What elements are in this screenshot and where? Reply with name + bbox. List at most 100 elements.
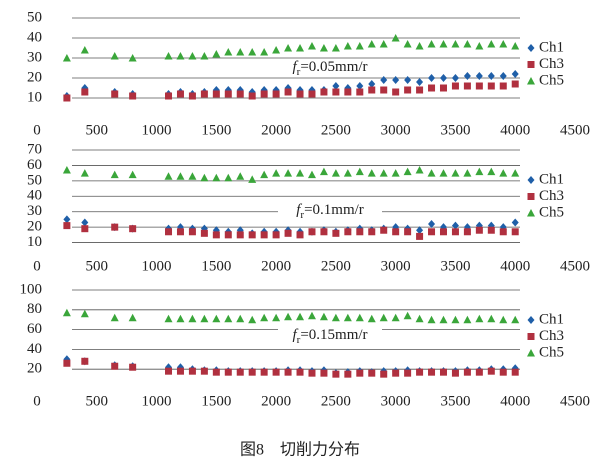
y-tick-label: 80 bbox=[27, 301, 42, 317]
point bbox=[212, 314, 221, 323]
point bbox=[284, 169, 293, 177]
point bbox=[475, 368, 483, 376]
point bbox=[128, 54, 137, 62]
point bbox=[404, 86, 412, 94]
y-tick-label: 20 bbox=[27, 361, 42, 377]
point bbox=[439, 74, 447, 82]
x-tick-label: 4500 bbox=[560, 258, 590, 274]
point bbox=[212, 368, 220, 376]
legend-marker bbox=[527, 61, 535, 68]
point bbox=[331, 44, 340, 52]
point bbox=[355, 167, 364, 176]
legend-label: Ch5 bbox=[539, 72, 564, 88]
point bbox=[368, 80, 376, 88]
point bbox=[63, 222, 71, 230]
point bbox=[284, 229, 292, 237]
point bbox=[319, 167, 328, 176]
point bbox=[284, 368, 292, 376]
legend-marker bbox=[527, 349, 535, 357]
x-tick-label: 2000 bbox=[261, 393, 291, 409]
point bbox=[428, 84, 436, 92]
x-tick-label: 500 bbox=[86, 393, 109, 409]
point bbox=[284, 312, 293, 321]
y-tick-label: 20 bbox=[27, 69, 42, 85]
x-tick-label: 1000 bbox=[142, 258, 172, 274]
point bbox=[164, 314, 173, 323]
x-tick-label: 0 bbox=[33, 393, 41, 409]
point bbox=[428, 74, 436, 82]
point bbox=[308, 90, 316, 98]
point bbox=[379, 313, 388, 322]
point bbox=[499, 228, 507, 236]
x-tick-label: 4500 bbox=[560, 393, 590, 409]
point bbox=[81, 225, 89, 233]
point bbox=[319, 312, 328, 321]
point bbox=[200, 90, 208, 98]
point bbox=[165, 92, 173, 100]
point bbox=[415, 42, 424, 50]
point bbox=[451, 82, 459, 90]
annotation-part: r bbox=[300, 209, 304, 221]
point bbox=[236, 172, 245, 180]
legend-label: Ch3 bbox=[539, 56, 564, 72]
point bbox=[367, 169, 376, 177]
point bbox=[475, 82, 483, 90]
x-tick-label: 4500 bbox=[560, 122, 590, 138]
y-tick-label: 60 bbox=[27, 157, 42, 173]
point bbox=[344, 370, 352, 378]
legend-label: Ch5 bbox=[539, 204, 564, 220]
annotation-part: =0.15mm/r bbox=[300, 327, 367, 343]
point bbox=[260, 170, 269, 179]
point bbox=[428, 228, 436, 236]
point bbox=[391, 313, 400, 322]
x-tick-label: 500 bbox=[86, 258, 109, 274]
point bbox=[224, 90, 232, 98]
legend-marker bbox=[527, 209, 535, 217]
legend-marker bbox=[527, 77, 535, 85]
y-tick-label: 50 bbox=[27, 172, 42, 188]
point bbox=[499, 40, 508, 48]
point bbox=[188, 367, 196, 375]
point bbox=[165, 228, 173, 236]
point bbox=[296, 90, 304, 98]
point bbox=[188, 172, 197, 180]
point bbox=[236, 314, 245, 323]
x-tick-label: 0 bbox=[33, 122, 41, 138]
point bbox=[176, 90, 184, 98]
y-tick-label: 10 bbox=[27, 234, 42, 250]
point bbox=[272, 169, 281, 177]
point bbox=[511, 169, 520, 177]
point bbox=[463, 228, 471, 236]
point bbox=[80, 169, 89, 177]
point bbox=[81, 218, 89, 227]
point bbox=[224, 231, 232, 239]
point bbox=[176, 52, 185, 60]
point bbox=[416, 78, 424, 86]
point bbox=[367, 40, 376, 48]
point bbox=[403, 40, 412, 48]
point bbox=[415, 166, 424, 174]
point bbox=[511, 42, 520, 50]
point bbox=[200, 173, 209, 182]
point bbox=[403, 167, 412, 176]
point bbox=[188, 228, 196, 236]
point bbox=[224, 314, 233, 323]
point bbox=[475, 314, 484, 323]
point bbox=[188, 314, 197, 323]
y-tick-label: 70 bbox=[27, 141, 42, 157]
y-tick-label: 30 bbox=[27, 49, 42, 65]
point bbox=[307, 170, 316, 179]
point bbox=[80, 46, 89, 54]
annotation: fr=0.05mm/r bbox=[292, 59, 367, 77]
point bbox=[379, 40, 388, 48]
point bbox=[63, 359, 71, 367]
x-tick-label: 500 bbox=[86, 122, 109, 138]
point bbox=[463, 169, 472, 177]
point bbox=[451, 74, 459, 82]
point bbox=[380, 76, 388, 84]
annotation-part: =0.05mm/r bbox=[300, 59, 367, 75]
point bbox=[62, 54, 71, 62]
point bbox=[224, 48, 233, 56]
point bbox=[475, 167, 484, 176]
